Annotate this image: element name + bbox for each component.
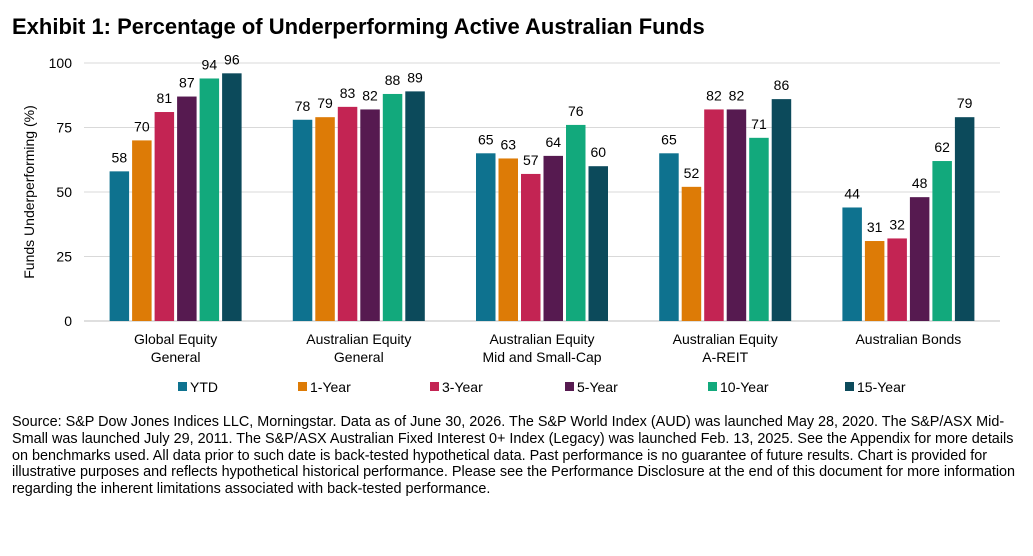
x-tick-label: Australian Equity [306, 331, 411, 347]
data-label: 31 [867, 219, 883, 235]
bar [704, 109, 724, 321]
legend-label: 10-Year [720, 379, 769, 395]
gridlines [84, 62, 1000, 322]
y-tick-label: 25 [56, 249, 72, 265]
legend-swatch [298, 382, 307, 391]
y-tick-label: 0 [64, 313, 72, 329]
bar [292, 119, 313, 321]
legend-label: 5-Year [577, 379, 618, 395]
data-label: 76 [568, 103, 584, 119]
x-tick-label: General [334, 349, 384, 365]
data-label: 83 [340, 85, 356, 101]
data-label: 65 [478, 131, 494, 147]
bar [498, 158, 518, 321]
bar [864, 241, 885, 321]
legend-swatch [565, 382, 574, 391]
y-tick-label: 50 [56, 184, 72, 200]
legend-swatch [178, 382, 187, 391]
data-label: 96 [224, 51, 240, 67]
data-label: 52 [684, 165, 700, 181]
data-label: 64 [545, 134, 561, 150]
bar [405, 91, 425, 321]
data-label: 63 [500, 136, 516, 152]
data-label: 82 [729, 87, 745, 103]
data-label: 62 [934, 139, 950, 155]
source-footnote: Source: S&P Dow Jones Indices LLC, Morni… [12, 414, 1016, 498]
bar [222, 73, 242, 321]
legend-label: 1-Year [310, 379, 351, 395]
bar [932, 161, 952, 321]
y-axis-label: Funds Underperforming (%) [21, 105, 37, 279]
x-axis: Global Equity General Australian Equity Gen… [134, 331, 961, 365]
legend-label: 3-Year [442, 379, 483, 395]
data-label: 60 [590, 144, 606, 160]
data-label: 79 [317, 95, 333, 111]
data-label: 58 [112, 149, 128, 165]
x-tick-label: Mid and Small-Cap [482, 349, 601, 365]
chart-title: Exhibit 1: Percentage of Underperforming… [12, 14, 705, 39]
bar [109, 171, 130, 321]
x-tick-label: A-REIT [702, 349, 748, 365]
data-label: 78 [295, 98, 311, 114]
data-label: 71 [751, 116, 767, 132]
bar [726, 109, 747, 321]
data-label: 88 [385, 72, 401, 88]
bar [521, 173, 541, 321]
bar [588, 166, 608, 321]
legend-swatch [708, 382, 717, 391]
bar [566, 124, 586, 321]
data-label: 79 [957, 95, 973, 111]
bar [887, 238, 907, 321]
data-label: 44 [844, 185, 860, 201]
bar [132, 140, 152, 321]
data-label: 87 [179, 75, 195, 91]
bar [360, 109, 380, 321]
legend-swatch [430, 382, 439, 391]
data-label: 82 [362, 87, 378, 103]
data-label: 81 [157, 90, 173, 106]
bar [842, 207, 862, 321]
x-tick-label: Australian Equity [673, 331, 778, 347]
legend-label: YTD [190, 379, 218, 395]
y-tick-label: 100 [49, 55, 73, 71]
legend-label: 15-Year [857, 379, 906, 395]
bar [543, 155, 563, 321]
bar [681, 186, 702, 321]
x-tick-label: General [151, 349, 201, 365]
bar [659, 153, 679, 321]
bar [382, 93, 403, 322]
bar [749, 137, 769, 321]
data-label: 65 [661, 131, 677, 147]
data-label: 57 [523, 152, 539, 168]
data-label: 86 [774, 77, 790, 93]
y-axis: 0 25 50 75 100 [49, 55, 73, 329]
bar [337, 106, 358, 321]
bar [476, 153, 496, 321]
legend-swatch [845, 382, 854, 391]
bar [315, 117, 335, 322]
y-tick-label: 75 [56, 120, 72, 136]
bars: 58 70 81 87 94 96 78 79 83 82 88 89 65 63 57 64 76 60 65 52… [109, 51, 975, 322]
bar-chart: 0 25 50 75 100 Funds Underperforming (%) 58 7… [21, 51, 1000, 395]
data-label: 48 [912, 175, 928, 191]
data-label: 70 [134, 118, 150, 134]
legend: YTD 1-Year 3-Year 5-Year 10-Year 15-Year [178, 379, 906, 395]
data-label: 82 [706, 87, 722, 103]
data-label: 89 [407, 69, 423, 85]
bar [177, 96, 197, 321]
x-tick-label: Global Equity [134, 331, 217, 347]
data-label: 94 [202, 56, 218, 72]
data-label: 32 [889, 216, 905, 232]
bar [154, 112, 175, 322]
bar [954, 117, 975, 322]
bar [909, 197, 930, 321]
x-tick-label: Australian Bonds [855, 331, 961, 347]
x-tick-label: Australian Equity [489, 331, 594, 347]
bar [771, 99, 792, 322]
bar [199, 78, 220, 321]
